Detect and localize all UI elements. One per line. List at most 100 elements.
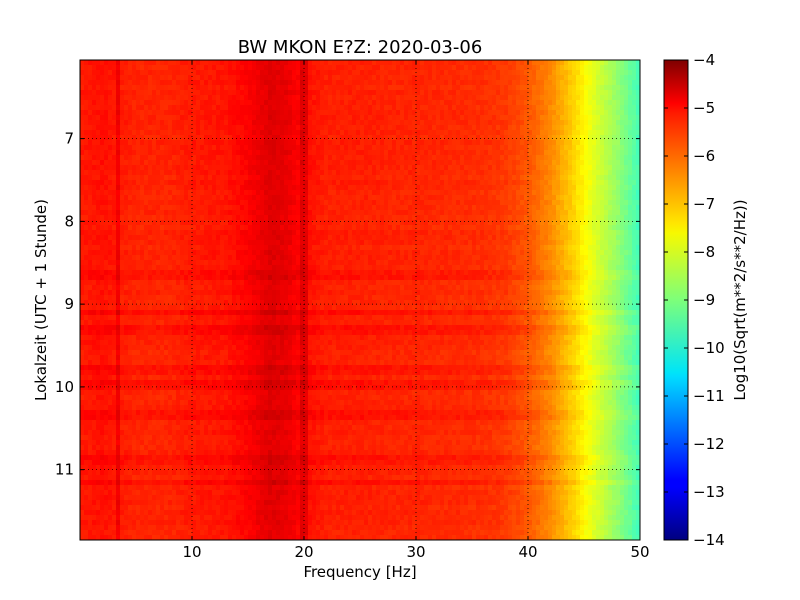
- heatmap-cell: [600, 195, 605, 201]
- heatmap-cell: [272, 160, 277, 166]
- heatmap-cell: [364, 95, 369, 101]
- heatmap-cell: [372, 195, 377, 201]
- heatmap-cell: [204, 120, 209, 126]
- heatmap-cell: [276, 165, 281, 171]
- heatmap-cell: [464, 180, 469, 186]
- heatmap-cell: [264, 180, 269, 186]
- heatmap-cell: [312, 185, 317, 191]
- heatmap-cell: [496, 175, 501, 181]
- heatmap-cell: [508, 75, 513, 81]
- heatmap-cell: [376, 200, 381, 206]
- heatmap-cell: [636, 70, 640, 76]
- heatmap-cell: [212, 140, 217, 146]
- heatmap-cell: [616, 225, 621, 231]
- heatmap-cell: [492, 70, 497, 76]
- heatmap-cell: [560, 100, 565, 106]
- heatmap-cell: [168, 155, 173, 161]
- heatmap-cell: [636, 90, 640, 96]
- heatmap-cell: [384, 205, 389, 211]
- heatmap-cell: [460, 205, 465, 211]
- heatmap-cell: [288, 220, 293, 226]
- heatmap-cell: [304, 210, 309, 216]
- heatmap-cell: [612, 65, 617, 71]
- heatmap-cell: [268, 165, 273, 171]
- heatmap-cell: [500, 190, 505, 196]
- heatmap-cell: [312, 150, 317, 156]
- heatmap-cell: [436, 80, 441, 86]
- heatmap-cell: [420, 60, 425, 66]
- heatmap-cell: [400, 130, 405, 136]
- heatmap-cell: [168, 80, 173, 86]
- heatmap-cell: [608, 90, 613, 96]
- heatmap-cell: [388, 120, 393, 126]
- heatmap-cell: [544, 185, 549, 191]
- heatmap-cell: [392, 210, 397, 216]
- heatmap-cell: [92, 145, 97, 151]
- heatmap-cell: [260, 225, 265, 231]
- heatmap-cell: [388, 95, 393, 101]
- heatmap-cell: [432, 75, 437, 81]
- heatmap-cell: [328, 230, 333, 236]
- heatmap-cell: [232, 60, 237, 66]
- heatmap-cell: [348, 120, 353, 126]
- heatmap-cell: [176, 180, 181, 186]
- heatmap-cell: [468, 145, 473, 151]
- heatmap-cell: [316, 185, 321, 191]
- heatmap-cell: [584, 165, 589, 171]
- heatmap-cell: [500, 100, 505, 106]
- heatmap-cell: [616, 85, 621, 91]
- heatmap-cell: [480, 100, 485, 106]
- heatmap-cell: [132, 140, 137, 146]
- heatmap-cell: [408, 100, 413, 106]
- heatmap-cell: [348, 125, 353, 131]
- heatmap-cell: [436, 165, 441, 171]
- heatmap-cell: [336, 115, 341, 121]
- heatmap-cell: [100, 75, 105, 81]
- heatmap-cell: [500, 150, 505, 156]
- heatmap-cell: [580, 155, 585, 161]
- heatmap-cell: [472, 80, 477, 86]
- heatmap-cell: [112, 215, 117, 221]
- heatmap-cell: [608, 65, 613, 71]
- heatmap-cell: [404, 125, 409, 131]
- heatmap-cell: [348, 95, 353, 101]
- heatmap-cell: [360, 80, 365, 86]
- heatmap-cell: [240, 125, 245, 131]
- heatmap-cell: [532, 75, 537, 81]
- heatmap-cell: [500, 195, 505, 201]
- heatmap-cell: [536, 165, 541, 171]
- heatmap-cell: [540, 210, 545, 216]
- heatmap-cell: [292, 85, 297, 91]
- heatmap-cell: [216, 200, 221, 206]
- heatmap-cell: [508, 205, 513, 211]
- heatmap-cell: [600, 210, 605, 216]
- heatmap-cell: [344, 90, 349, 96]
- heatmap-cell: [420, 70, 425, 76]
- heatmap-cell: [580, 70, 585, 76]
- heatmap-cell: [600, 230, 605, 236]
- heatmap-cell: [588, 115, 593, 121]
- heatmap-cell: [444, 175, 449, 181]
- heatmap-cell: [228, 120, 233, 126]
- heatmap-cell: [612, 160, 617, 166]
- heatmap-cell: [348, 160, 353, 166]
- heatmap-cell: [228, 165, 233, 171]
- heatmap-cell: [592, 195, 597, 201]
- heatmap-cell: [132, 145, 137, 151]
- heatmap-cell: [168, 165, 173, 171]
- heatmap-cell: [512, 115, 517, 121]
- heatmap-cell: [356, 100, 361, 106]
- heatmap-cell: [124, 135, 129, 141]
- heatmap-cell: [544, 135, 549, 141]
- chart-title: BW MKON E?Z: 2020-03-06: [238, 37, 483, 58]
- heatmap-cell: [304, 145, 309, 151]
- heatmap-cell: [128, 235, 133, 241]
- heatmap-cell: [520, 150, 525, 156]
- heatmap-cell: [236, 165, 241, 171]
- heatmap-cell: [424, 175, 429, 181]
- heatmap-cell: [172, 90, 177, 96]
- heatmap-cell: [304, 235, 309, 241]
- heatmap-cell: [376, 120, 381, 126]
- heatmap-cell: [308, 225, 313, 231]
- heatmap-cell: [340, 75, 345, 81]
